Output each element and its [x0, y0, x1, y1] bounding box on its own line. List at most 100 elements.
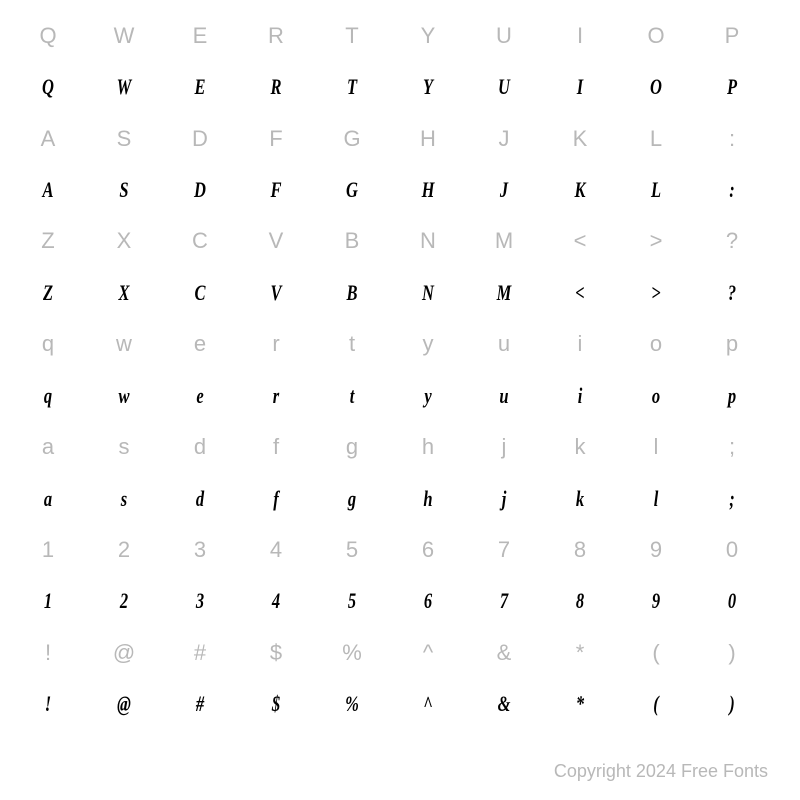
reference-glyph: W [86, 10, 162, 61]
reference-glyph: & [466, 627, 542, 678]
reference-glyph: l [618, 421, 694, 472]
reference-glyph: ? [694, 216, 770, 267]
sample-glyph: p [704, 370, 761, 421]
reference-glyph: 3 [162, 524, 238, 575]
reference-glyph: r [238, 319, 314, 370]
reference-glyph: G [314, 113, 390, 164]
sample-glyph: $ [248, 679, 305, 730]
reference-glyph: U [466, 10, 542, 61]
sample-glyph: N [400, 267, 457, 318]
character-map-grid: QWERTYUIOPQWERTYUIOPASDFGHJKL:ASDFGHJKL:… [0, 0, 780, 730]
sample-glyph: ; [704, 473, 761, 524]
reference-glyph: a [10, 421, 86, 472]
reference-glyph: # [162, 627, 238, 678]
sample-glyph: 7 [476, 576, 533, 627]
sample-glyph: X [96, 267, 153, 318]
reference-glyph: K [542, 113, 618, 164]
reference-glyph: e [162, 319, 238, 370]
reference-glyph: 1 [10, 524, 86, 575]
sample-glyph: C [172, 267, 229, 318]
sample-glyph: O [628, 61, 685, 112]
sample-glyph: o [628, 370, 685, 421]
reference-glyph: P [694, 10, 770, 61]
sample-glyph: y [400, 370, 457, 421]
reference-glyph: T [314, 10, 390, 61]
reference-glyph: k [542, 421, 618, 472]
reference-glyph: ( [618, 627, 694, 678]
reference-glyph: ; [694, 421, 770, 472]
sample-glyph: S [96, 164, 153, 215]
sample-glyph: ^ [400, 679, 457, 730]
reference-glyph: C [162, 216, 238, 267]
reference-glyph: B [314, 216, 390, 267]
sample-glyph: H [400, 164, 457, 215]
sample-glyph: Z [20, 267, 77, 318]
reference-glyph: 6 [390, 524, 466, 575]
sample-glyph: h [400, 473, 457, 524]
reference-glyph: J [466, 113, 542, 164]
sample-glyph: g [324, 473, 381, 524]
sample-glyph: U [476, 61, 533, 112]
sample-glyph: Q [20, 61, 77, 112]
reference-glyph: u [466, 319, 542, 370]
sample-glyph: < [552, 267, 609, 318]
sample-glyph: I [552, 61, 609, 112]
sample-glyph: s [96, 473, 153, 524]
sample-glyph: # [172, 679, 229, 730]
reference-glyph: 8 [542, 524, 618, 575]
sample-glyph: a [20, 473, 77, 524]
sample-glyph: 0 [704, 576, 761, 627]
sample-glyph: > [628, 267, 685, 318]
sample-glyph: E [172, 61, 229, 112]
reference-glyph: o [618, 319, 694, 370]
reference-glyph: ! [10, 627, 86, 678]
sample-glyph: G [324, 164, 381, 215]
sample-glyph: W [96, 61, 153, 112]
reference-glyph: 0 [694, 524, 770, 575]
sample-glyph: q [20, 370, 77, 421]
reference-glyph: Y [390, 10, 466, 61]
reference-glyph: I [542, 10, 618, 61]
sample-glyph: P [704, 61, 761, 112]
reference-glyph: R [238, 10, 314, 61]
sample-glyph: 5 [324, 576, 381, 627]
reference-glyph: 4 [238, 524, 314, 575]
sample-glyph: k [552, 473, 609, 524]
reference-glyph: g [314, 421, 390, 472]
sample-glyph: d [172, 473, 229, 524]
reference-glyph: A [10, 113, 86, 164]
sample-glyph: 1 [20, 576, 77, 627]
reference-glyph: s [86, 421, 162, 472]
sample-glyph: i [552, 370, 609, 421]
sample-glyph: 2 [96, 576, 153, 627]
reference-glyph: F [238, 113, 314, 164]
reference-glyph: ) [694, 627, 770, 678]
sample-glyph: B [324, 267, 381, 318]
reference-glyph: L [618, 113, 694, 164]
sample-glyph: K [552, 164, 609, 215]
sample-glyph: T [324, 61, 381, 112]
reference-glyph: V [238, 216, 314, 267]
sample-glyph: f [248, 473, 305, 524]
sample-glyph: M [476, 267, 533, 318]
sample-glyph: * [552, 679, 609, 730]
sample-glyph: ? [704, 267, 761, 318]
reference-glyph: * [542, 627, 618, 678]
reference-glyph: q [10, 319, 86, 370]
reference-glyph: h [390, 421, 466, 472]
sample-glyph: 9 [628, 576, 685, 627]
sample-glyph: u [476, 370, 533, 421]
sample-glyph: w [96, 370, 153, 421]
sample-glyph: 4 [248, 576, 305, 627]
sample-glyph: A [20, 164, 77, 215]
sample-glyph: ) [704, 679, 761, 730]
reference-glyph: : [694, 113, 770, 164]
sample-glyph: 3 [172, 576, 229, 627]
sample-glyph: R [248, 61, 305, 112]
reference-glyph: t [314, 319, 390, 370]
reference-glyph: D [162, 113, 238, 164]
reference-glyph: O [618, 10, 694, 61]
reference-glyph: $ [238, 627, 314, 678]
reference-glyph: > [618, 216, 694, 267]
reference-glyph: % [314, 627, 390, 678]
